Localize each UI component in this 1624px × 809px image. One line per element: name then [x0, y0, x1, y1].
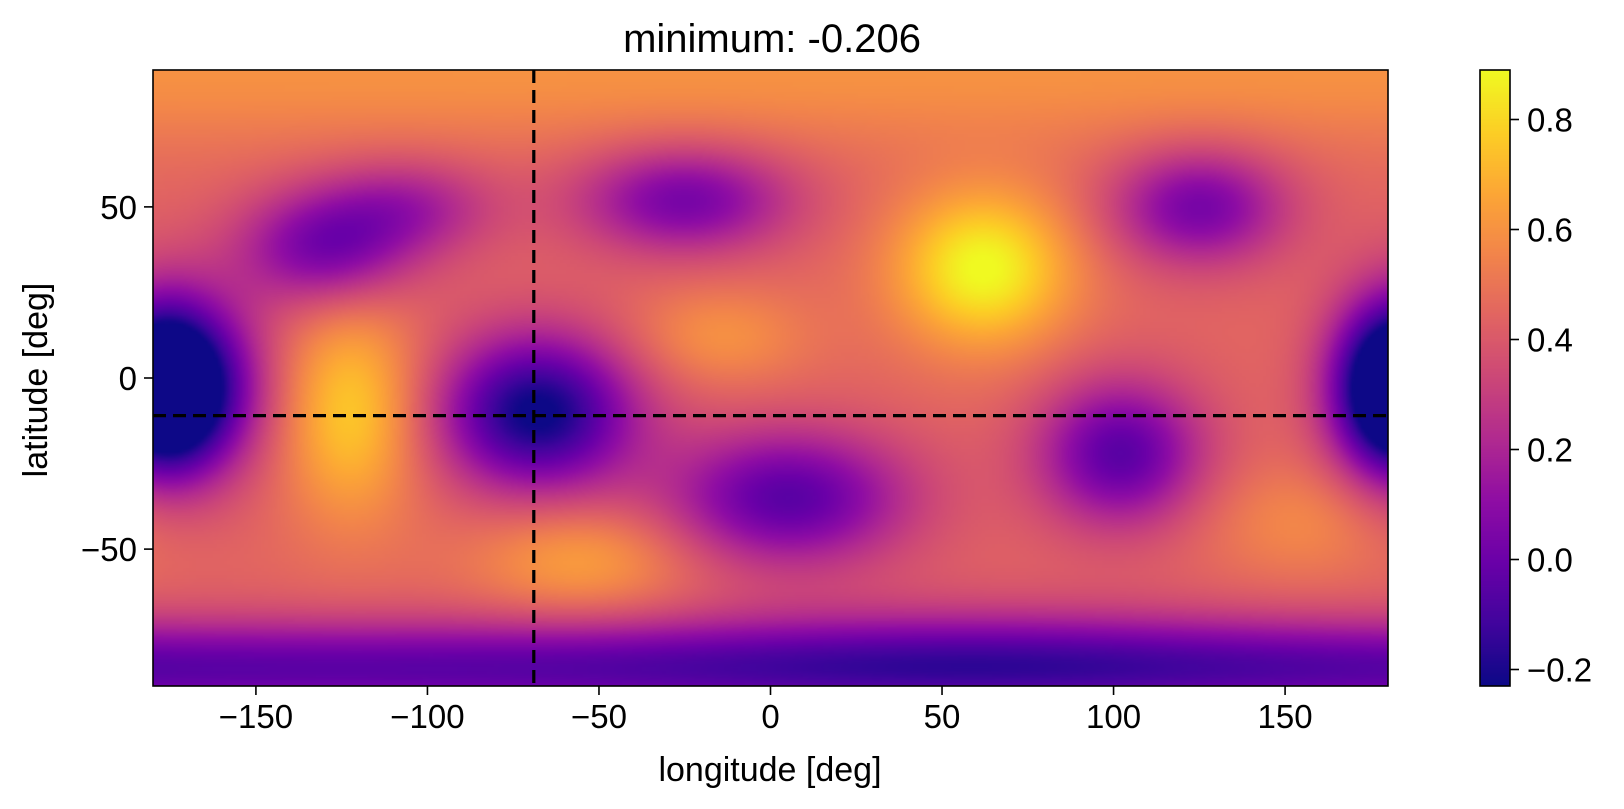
x-tick-label: 0 — [761, 698, 779, 735]
x-tick-label: 100 — [1086, 698, 1141, 735]
x-tick-label: 150 — [1258, 698, 1313, 735]
y-tick-label: −50 — [81, 531, 137, 568]
minimum-marker — [153, 70, 1388, 686]
colorbar-tick-label: 0.6 — [1527, 212, 1573, 249]
colorbar-tick-label: −0.2 — [1527, 652, 1592, 689]
colorbar-frame — [1479, 69, 1511, 687]
y-tick-label: 50 — [100, 189, 137, 226]
x-tick-label: −150 — [219, 698, 293, 735]
colorbar-gradient — [1480, 70, 1510, 686]
x-axis-label: longitude [deg] — [658, 751, 881, 789]
y-axis-label: latitude [deg] — [17, 283, 55, 478]
colorbar-ticks: 0.8 0.6 0.4 0.2 0.0 −0.2 — [1510, 102, 1592, 689]
colorbar-tick-label: 0.2 — [1527, 432, 1573, 469]
colorbar-tick-label: 0.4 — [1527, 322, 1573, 359]
y-tick-label: 0 — [119, 360, 137, 397]
x-tick-label: −100 — [390, 698, 464, 735]
x-tick-label: −50 — [571, 698, 627, 735]
colorbar-tick-label: 0.8 — [1527, 102, 1573, 139]
x-axis-ticks: −150 −100 −50 0 50 100 150 — [219, 686, 1313, 735]
heatmap-raster — [153, 70, 1388, 686]
y-axis-ticks: 50 0 −50 — [81, 189, 153, 568]
colorbar-tick-label: 0.0 — [1527, 542, 1573, 579]
chart-title: minimum: -0.206 — [623, 17, 921, 61]
x-tick-label: 50 — [924, 698, 961, 735]
